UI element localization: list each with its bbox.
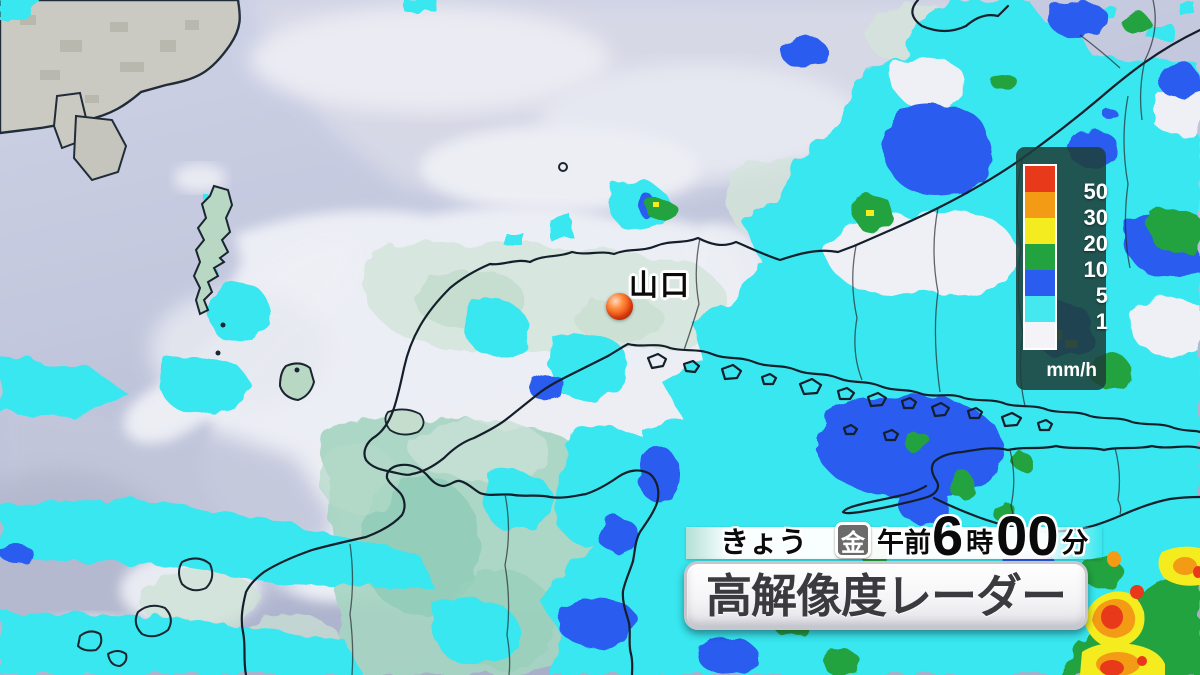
time-minute-value: 00 bbox=[996, 504, 1059, 567]
legend-color-bar bbox=[1023, 164, 1057, 350]
time-hour-unit: 時 bbox=[966, 528, 994, 558]
legend-swatch-20 bbox=[1025, 218, 1055, 244]
program-title: 高解像度レーダー bbox=[706, 569, 1067, 622]
legend-unit-label: mm/h bbox=[1046, 360, 1097, 381]
islands-layer bbox=[76, 162, 568, 668]
legend-swatch-1 bbox=[1025, 296, 1055, 322]
legend-threshold: 30 bbox=[1083, 205, 1108, 230]
legend-threshold: 1 bbox=[1095, 309, 1108, 334]
legend-swatch-0 bbox=[1025, 322, 1055, 348]
legend-threshold: 50 bbox=[1083, 179, 1108, 204]
legend-threshold: 5 bbox=[1095, 283, 1108, 308]
rain-heavy-layer bbox=[653, 202, 1200, 675]
time-day-label: きょう bbox=[720, 527, 808, 559]
time-banner: きょう 金 午前 6 時 00 分 bbox=[686, 503, 1102, 567]
coastline-layer bbox=[240, 0, 1200, 675]
legend-swatch-50 bbox=[1025, 166, 1055, 192]
legend-threshold: 10 bbox=[1083, 257, 1108, 282]
korea-landmass bbox=[0, 0, 241, 182]
time-hour-value: 6 bbox=[932, 504, 964, 567]
legend-swatch-10 bbox=[1025, 244, 1055, 270]
weekday-badge: 金 bbox=[835, 522, 872, 558]
time-minute-unit: 分 bbox=[1061, 528, 1089, 558]
program-title-banner: 高解像度レーダー bbox=[684, 561, 1088, 630]
legend-swatch-30 bbox=[1025, 192, 1055, 218]
legend-swatch-5 bbox=[1025, 270, 1055, 296]
rainfall-legend: 50 30 20 10 5 1 mm/h bbox=[1016, 147, 1108, 390]
time-period-label: 午前 bbox=[877, 528, 932, 558]
city-marker bbox=[606, 293, 633, 320]
legend-threshold: 20 bbox=[1083, 231, 1108, 256]
city-label: 山口 bbox=[629, 270, 692, 302]
time-banner-strip bbox=[686, 527, 1102, 559]
